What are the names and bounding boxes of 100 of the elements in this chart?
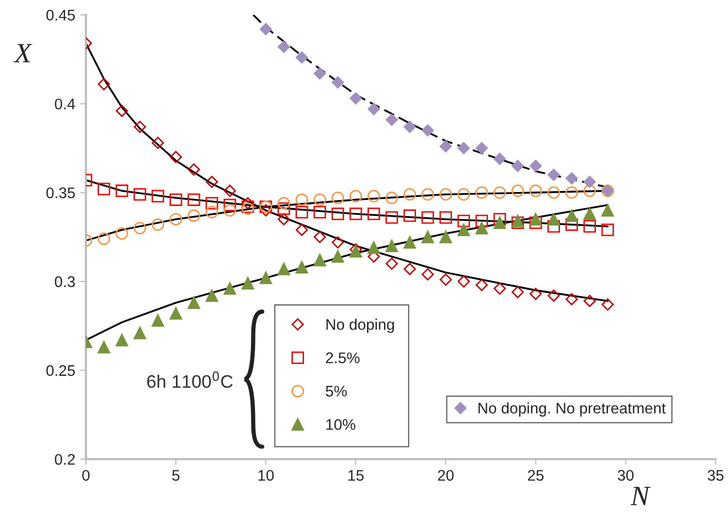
point <box>422 124 434 136</box>
point <box>206 289 218 302</box>
point <box>530 288 542 300</box>
point <box>439 230 452 244</box>
point <box>188 193 200 206</box>
point <box>601 224 614 236</box>
point <box>206 206 218 218</box>
point <box>458 275 470 288</box>
point <box>565 209 578 222</box>
point <box>530 160 542 172</box>
point <box>529 212 542 226</box>
point <box>422 188 434 201</box>
point <box>404 236 416 249</box>
x-tick-label: 30 <box>618 470 634 481</box>
point <box>584 294 596 308</box>
point <box>152 314 164 327</box>
point <box>206 196 218 210</box>
point <box>206 176 218 188</box>
point <box>368 102 380 116</box>
point <box>547 220 560 233</box>
point <box>224 184 236 197</box>
legend-label: 2.5% <box>326 352 360 364</box>
point <box>548 290 560 302</box>
point <box>476 278 488 292</box>
x-tick-label: 0 <box>82 470 90 481</box>
point <box>493 216 506 230</box>
point <box>422 230 434 244</box>
point <box>547 212 560 226</box>
point <box>278 196 290 210</box>
point <box>440 274 452 286</box>
point <box>602 298 614 311</box>
point <box>547 186 560 199</box>
point <box>457 224 470 236</box>
point <box>475 214 488 228</box>
point <box>565 218 578 231</box>
point <box>332 76 344 88</box>
legend-label: No doping. No pretreatment <box>478 402 666 417</box>
point <box>260 22 272 36</box>
point <box>350 208 362 220</box>
point <box>296 260 308 274</box>
point <box>116 334 128 346</box>
point <box>529 216 542 230</box>
point <box>170 150 182 164</box>
point <box>386 211 398 224</box>
legend-label: No doping <box>326 318 394 333</box>
point <box>278 262 290 276</box>
point <box>511 184 524 198</box>
y-tick-label: 0.2 <box>54 454 75 465</box>
point <box>116 104 128 117</box>
x-tick-label: 5 <box>172 470 180 481</box>
point <box>368 208 380 220</box>
point <box>422 268 434 280</box>
point <box>188 163 200 176</box>
point <box>314 254 326 266</box>
point <box>98 182 110 196</box>
point <box>350 92 362 104</box>
point <box>458 142 470 154</box>
point <box>116 227 128 240</box>
point <box>296 51 308 64</box>
y-tick-label: 0.45 <box>46 10 75 21</box>
point <box>386 114 398 126</box>
point <box>566 172 578 184</box>
point <box>332 208 344 220</box>
x-tick-label: 35 <box>708 470 724 481</box>
x-tick-label: 25 <box>528 470 544 481</box>
point <box>314 67 326 80</box>
point <box>314 206 326 218</box>
point <box>134 222 146 234</box>
point <box>512 160 524 172</box>
point <box>332 250 344 263</box>
point <box>170 307 182 320</box>
y-tick-label: 0.3 <box>54 276 75 288</box>
y-tick-label: 0.25 <box>46 365 75 376</box>
x-tick-label: 20 <box>438 470 454 481</box>
annotation: 6h 1100$^{0}$C <box>147 371 233 388</box>
point <box>404 209 416 222</box>
point <box>224 198 236 212</box>
point <box>439 188 452 201</box>
point <box>170 193 182 206</box>
point <box>583 184 596 198</box>
point <box>565 186 578 199</box>
point <box>439 211 452 224</box>
y-tick-label: 0.4 <box>54 98 76 110</box>
point <box>494 282 506 295</box>
point <box>152 190 164 202</box>
point <box>134 120 146 133</box>
point <box>278 40 290 53</box>
point <box>493 212 506 226</box>
point <box>404 120 416 133</box>
point <box>368 241 380 254</box>
point <box>494 152 506 165</box>
legend-label: 5% <box>326 386 347 397</box>
point <box>296 224 308 236</box>
point <box>476 142 488 154</box>
point <box>584 176 596 188</box>
point <box>278 213 290 226</box>
point <box>404 188 416 201</box>
point <box>475 186 488 199</box>
point <box>224 204 236 217</box>
point <box>332 192 344 204</box>
